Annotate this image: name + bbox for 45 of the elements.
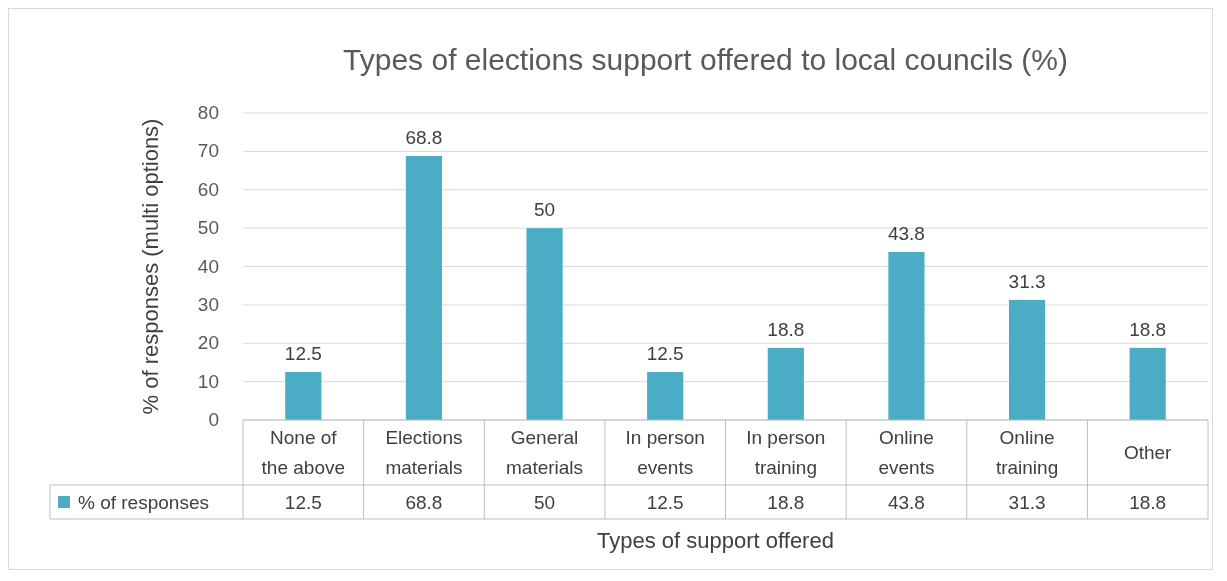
bar (1008, 299, 1046, 420)
y-tick-label: 0 (208, 409, 219, 430)
bar (285, 372, 322, 420)
data-label: 18.8 (767, 492, 805, 513)
bar (767, 347, 804, 420)
annotation: 31.3 (1008, 270, 1046, 292)
data-label: 18.8 (1129, 492, 1167, 513)
y-tick-label: 80 (197, 102, 219, 123)
annotation: 12.5 (646, 343, 684, 365)
annotation: 43.8 (887, 222, 925, 244)
data-label: 12.5 (284, 492, 322, 513)
bar (647, 372, 684, 420)
x-tick-label: Other (1123, 441, 1173, 463)
y-tick-label: 60 (197, 178, 219, 200)
data-label: 12.5 (646, 492, 684, 513)
y-tick-label: 70 (197, 140, 219, 162)
x-tick-label: Elections materials (385, 426, 463, 478)
legend-label: % of responses (78, 492, 209, 513)
annotation: 50 (533, 199, 556, 221)
bar (526, 228, 563, 420)
y-tick-label: 30 (197, 293, 219, 315)
x-tick-label: In person training (746, 426, 826, 478)
x-tick-label: Online training (995, 426, 1059, 478)
annotation: 68.8 (405, 126, 443, 148)
y-axis-title: % of responses (multi options) (138, 118, 163, 415)
annotation: 12.5 (284, 343, 322, 365)
x-tick-label: General materials (506, 426, 584, 478)
x-tick-label: None of the above (261, 426, 346, 478)
y-tick-label: 10 (197, 370, 219, 392)
bar (1129, 347, 1166, 420)
y-tick-label: 20 (197, 332, 219, 354)
data-label: 31.3 (1008, 492, 1046, 513)
bar (888, 251, 925, 420)
data-label: 50 (533, 492, 556, 513)
y-tick-label: 40 (197, 255, 219, 277)
annotation: 18.8 (1129, 318, 1167, 340)
annotation: 18.8 (767, 318, 805, 340)
x-axis-title: Types of support offered (597, 528, 834, 553)
bar (405, 155, 443, 420)
data-label: 43.8 (887, 492, 925, 513)
y-tick-label: 50 (197, 217, 219, 239)
chart-title: Types of elections support offered to local councils (%) (343, 43, 1068, 76)
x-tick-label: Online events (878, 426, 935, 478)
data-label: 68.8 (405, 492, 443, 513)
x-tick-label: In person events (625, 426, 705, 478)
